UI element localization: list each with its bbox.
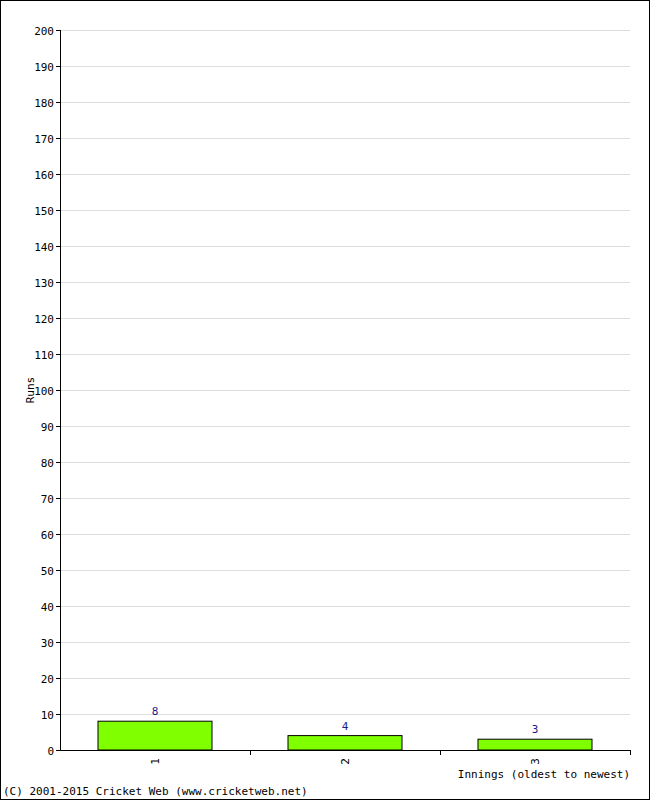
y-tick-label: 190 <box>34 61 54 74</box>
grid-line <box>60 66 630 67</box>
data-label: 8 <box>152 705 159 718</box>
y-tick <box>56 138 60 139</box>
grid-line <box>60 138 630 139</box>
grid-line <box>60 462 630 463</box>
y-tick <box>56 390 60 391</box>
y-tick-label: 150 <box>34 205 54 218</box>
bar <box>478 739 592 750</box>
data-label: 4 <box>342 720 349 733</box>
y-tick <box>56 30 60 31</box>
y-tick <box>56 246 60 247</box>
y-tick-label: 80 <box>41 457 54 470</box>
data-labels: 8 4 3 <box>152 705 539 736</box>
y-tick-label: 10 <box>41 709 54 722</box>
grid-line <box>60 102 630 103</box>
x-tick-label: 3 <box>529 758 542 765</box>
bar <box>98 721 212 750</box>
y-tick <box>56 750 60 751</box>
grid-line <box>60 318 630 319</box>
frame <box>1 1 650 800</box>
x-tick-label: 1 <box>149 758 162 765</box>
grid-line <box>60 534 630 535</box>
y-axis-label: Runs <box>24 377 37 404</box>
y-tick-label: 120 <box>34 313 54 326</box>
data-label: 3 <box>532 723 539 736</box>
grid-line <box>60 678 630 679</box>
y-tick-label: 170 <box>34 133 54 146</box>
y-tick-label: 100 <box>34 385 54 398</box>
y-tick <box>56 66 60 67</box>
y-tick-label: 160 <box>34 169 54 182</box>
y-tick <box>56 498 60 499</box>
grid-line <box>60 714 630 715</box>
y-tick <box>56 318 60 319</box>
grid-line <box>60 282 630 283</box>
y-tick <box>56 570 60 571</box>
y-tick <box>56 462 60 463</box>
grid-line <box>60 426 630 427</box>
grid-line <box>60 210 630 211</box>
y-axis <box>60 30 61 750</box>
y-tick-label: 140 <box>34 241 54 254</box>
y-tick <box>56 102 60 103</box>
x-tick-label: 2 <box>339 758 352 765</box>
y-tick-label: 40 <box>41 601 54 614</box>
y-tick <box>56 354 60 355</box>
y-tick-label: 180 <box>34 97 54 110</box>
y-tick-label: 90 <box>41 421 54 434</box>
y-tick-label: 200 <box>34 25 54 38</box>
x-separator <box>630 750 631 755</box>
y-tick <box>56 714 60 715</box>
y-tick <box>56 282 60 283</box>
grid-line <box>60 246 630 247</box>
chart-container: 0 10 20 30 40 50 60 70 80 90 100 110 120 130 140 150 160… <box>0 0 650 800</box>
chart-svg: 0 10 20 30 40 50 60 70 80 90 100 110 120 130 140 150 160… <box>0 0 650 800</box>
grid-line <box>60 750 630 751</box>
y-tick <box>56 174 60 175</box>
x-separator <box>440 750 441 755</box>
x-separator <box>250 750 251 755</box>
y-tick-label: 50 <box>41 565 54 578</box>
grid-line <box>60 642 630 643</box>
y-tick <box>56 678 60 679</box>
y-tick <box>56 642 60 643</box>
y-tick-label: 70 <box>41 493 54 506</box>
y-tick-label: 110 <box>34 349 54 362</box>
y-tick-label: 30 <box>41 637 54 650</box>
grid-line <box>60 390 630 391</box>
y-tick-label: 20 <box>41 673 54 686</box>
grid-line <box>60 174 630 175</box>
grid-line <box>60 30 630 31</box>
y-tick <box>56 606 60 607</box>
grid-line <box>60 606 630 607</box>
x-axis <box>60 750 630 751</box>
copyright: (C) 2001-2015 Cricket Web (www.cricketwe… <box>3 785 308 798</box>
grid-line <box>60 498 630 499</box>
y-tick <box>56 210 60 211</box>
y-tick <box>56 534 60 535</box>
grid-line <box>60 354 630 355</box>
bar <box>288 736 402 750</box>
y-tick-label: 130 <box>34 277 54 290</box>
y-tick-label: 60 <box>41 529 54 542</box>
y-tick <box>56 426 60 427</box>
grid-line <box>60 570 630 571</box>
x-axis-label: Innings (oldest to newest) <box>458 768 630 781</box>
y-tick-label: 0 <box>47 745 54 758</box>
